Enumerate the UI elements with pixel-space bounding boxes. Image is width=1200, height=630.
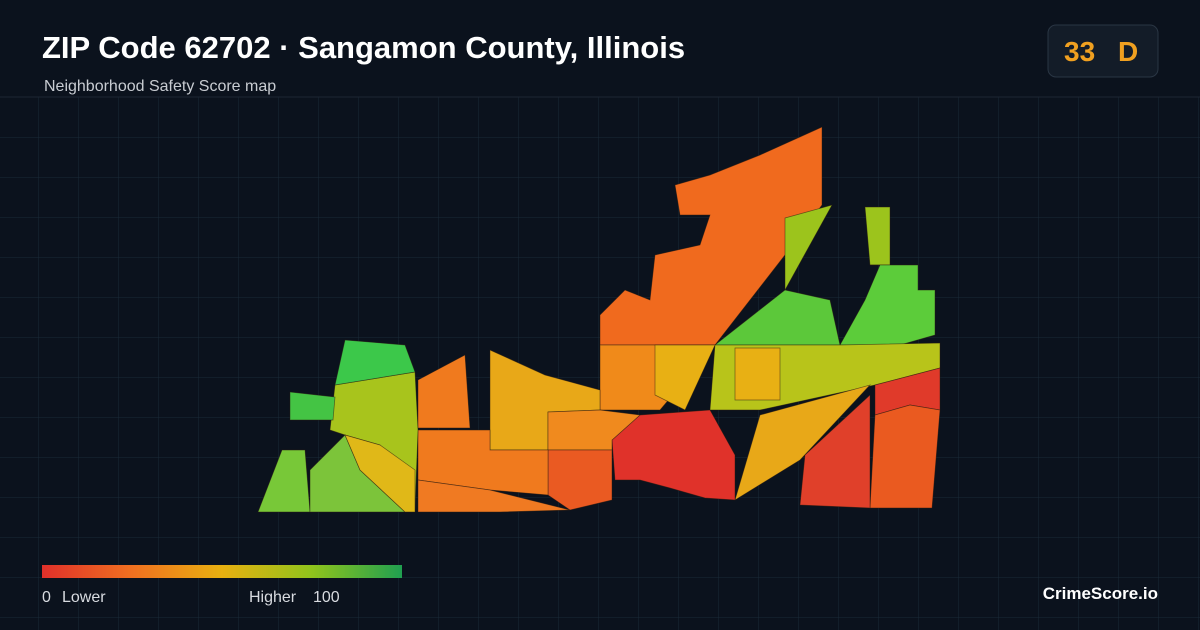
region bbox=[654, 344, 716, 411]
score-badge bbox=[1047, 24, 1159, 78]
legend-low-label: Lower bbox=[62, 589, 106, 606]
region bbox=[799, 394, 871, 509]
region bbox=[417, 354, 471, 429]
score-value: 33 bbox=[1064, 36, 1095, 67]
title: ZIP Code 62702 · Sangamon County, Illino… bbox=[42, 30, 685, 65]
region bbox=[334, 339, 416, 386]
zip-map bbox=[257, 126, 941, 513]
region bbox=[734, 347, 781, 401]
subtitle: Neighborhood Safety Score map bbox=[44, 78, 276, 95]
region bbox=[289, 391, 336, 421]
region bbox=[599, 126, 823, 346]
legend-max: 100 bbox=[313, 589, 340, 606]
legend-min: 0 bbox=[42, 589, 51, 606]
region bbox=[417, 479, 571, 513]
region bbox=[344, 434, 416, 513]
score-grade: D bbox=[1118, 36, 1138, 67]
region bbox=[869, 404, 941, 509]
region bbox=[839, 264, 936, 346]
legend-high-label: Higher bbox=[249, 589, 297, 606]
region bbox=[734, 384, 872, 501]
brand: CrimeScore.io bbox=[1043, 584, 1158, 603]
region bbox=[784, 204, 833, 291]
region bbox=[547, 449, 613, 511]
region bbox=[611, 409, 736, 501]
legend-ramp bbox=[42, 565, 402, 578]
